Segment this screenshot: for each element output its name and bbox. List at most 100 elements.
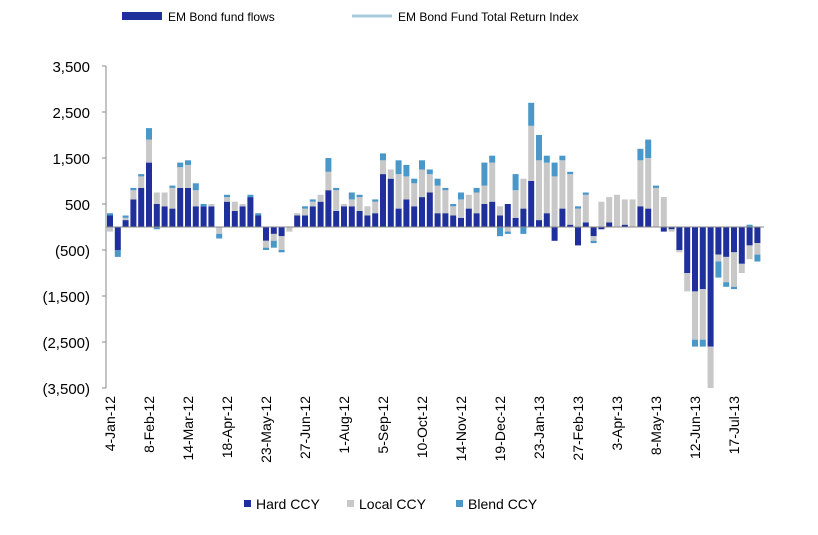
x-tick-label: 14-Mar-12	[180, 396, 196, 461]
bar	[497, 206, 503, 216]
bar	[239, 204, 246, 207]
bar	[341, 206, 347, 227]
legend-label: EM Bond fund flows	[168, 10, 275, 24]
bar	[309, 199, 316, 202]
bar	[224, 194, 230, 198]
bar	[153, 204, 160, 227]
bar	[411, 178, 418, 184]
legend-label: Hard CCY	[256, 496, 320, 512]
bar	[450, 206, 457, 216]
bar	[551, 227, 558, 241]
bar	[169, 187, 176, 209]
bar	[153, 227, 160, 230]
legend-swatch	[244, 500, 251, 507]
bar	[590, 236, 597, 241]
bar	[590, 227, 597, 237]
legend-swatch	[456, 500, 463, 507]
bar	[543, 162, 550, 214]
bar	[270, 240, 277, 248]
bar	[286, 227, 293, 232]
bar	[395, 208, 402, 227]
bar	[302, 208, 308, 216]
bar	[356, 197, 363, 211]
bar	[372, 199, 379, 202]
bar	[317, 201, 324, 227]
bar	[559, 155, 566, 161]
bar	[122, 215, 129, 218]
bar	[348, 199, 355, 207]
bar	[598, 201, 605, 227]
bar	[161, 206, 168, 227]
bar	[543, 213, 550, 227]
x-tick-label: 8-Feb-12	[141, 396, 157, 453]
bar	[356, 210, 363, 227]
bar	[419, 160, 425, 170]
bar	[528, 125, 535, 181]
bar	[699, 289, 706, 340]
bar	[551, 162, 558, 177]
legend-label: Blend CCY	[468, 496, 538, 512]
x-tick-label: 14-Nov-12	[453, 396, 469, 462]
bar	[302, 215, 308, 227]
bar	[380, 160, 386, 175]
bar	[434, 185, 441, 214]
bar	[122, 220, 129, 227]
bar	[629, 199, 636, 227]
bar	[746, 227, 753, 246]
bar	[239, 206, 246, 227]
bar	[582, 192, 589, 195]
bar	[419, 169, 425, 198]
bar	[356, 194, 363, 198]
bar	[185, 187, 191, 227]
bar	[325, 190, 332, 227]
bar	[660, 227, 667, 232]
bar	[247, 197, 254, 227]
bar	[278, 236, 285, 250]
bar	[637, 206, 644, 227]
bar	[395, 174, 402, 209]
y-tick-label: 1,500	[52, 151, 90, 168]
bar	[278, 227, 285, 237]
bar	[520, 208, 527, 227]
bar	[138, 174, 145, 177]
bar	[715, 227, 722, 255]
bar	[138, 176, 145, 188]
bar	[497, 227, 503, 237]
bar	[738, 263, 745, 273]
bar	[380, 153, 386, 161]
bar	[450, 204, 457, 207]
bar	[333, 187, 340, 191]
bar	[543, 155, 550, 163]
bar	[684, 273, 691, 292]
bar	[536, 135, 542, 161]
bar	[715, 261, 722, 278]
bar	[723, 227, 730, 257]
bar	[707, 346, 714, 388]
bar	[567, 224, 574, 227]
x-tick-label: 27-Jun-12	[297, 396, 313, 459]
bar	[746, 245, 753, 260]
bar	[114, 227, 121, 250]
bar	[450, 215, 457, 227]
bar	[699, 227, 706, 290]
bar	[582, 222, 589, 227]
y-tick-label: (1,500)	[42, 289, 90, 306]
bar	[668, 227, 675, 230]
bar	[255, 213, 262, 216]
x-tick-label: 27-Feb-13	[570, 396, 586, 461]
bar	[582, 194, 589, 223]
x-tick-label: 23-Jan-13	[531, 396, 547, 459]
bar	[372, 201, 379, 214]
bar	[528, 102, 535, 126]
bar	[520, 227, 527, 234]
bar	[387, 178, 394, 227]
bar	[309, 206, 316, 227]
bar	[559, 208, 566, 227]
bar	[426, 192, 433, 227]
bar	[512, 217, 519, 227]
y-tick-label: (2,500)	[42, 335, 90, 352]
bar	[372, 213, 379, 227]
bar	[208, 204, 215, 207]
bar	[692, 339, 698, 347]
bar	[231, 201, 238, 211]
